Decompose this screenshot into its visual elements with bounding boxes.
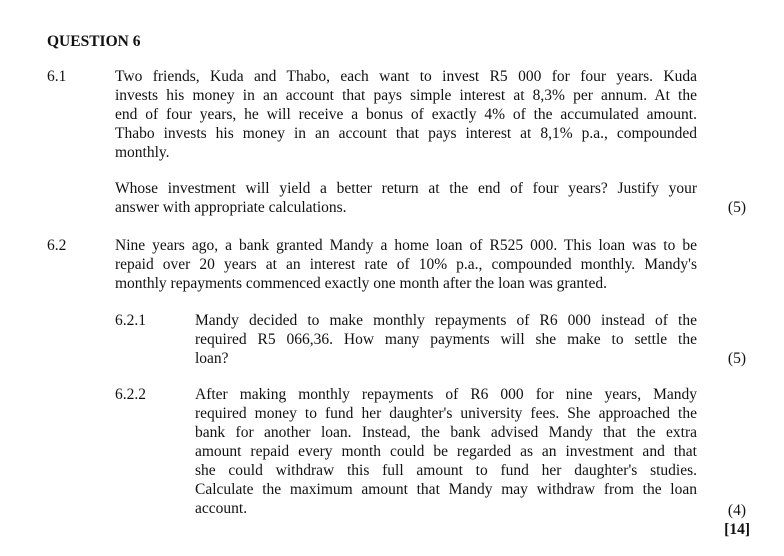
text-line: Two friends, Kuda and Thabo, each want t… <box>115 68 697 85</box>
question-6-1-paragraph: Two friends, Kuda and Thabo, each want t… <box>115 67 697 162</box>
question-6-2-2-text: After making monthly repayments of R6 00… <box>195 385 697 518</box>
text-line: Whose investment will yield a better ret… <box>115 180 697 197</box>
question-number-6-1: 6.1 <box>47 68 67 85</box>
text-line: required R5 066,36. How many payments wi… <box>195 331 697 348</box>
text-line: invests his money in an account that pay… <box>115 87 697 104</box>
marks-6-2-1: (5) <box>727 350 746 367</box>
question-6-1-prompt: Whose investment will yield a better ret… <box>115 179 697 217</box>
text-line: account. <box>195 500 248 517</box>
text-line: loan? <box>195 350 229 367</box>
question-number-6-2: 6.2 <box>47 237 67 254</box>
text-line: bank for another loan. Instead, the bank… <box>195 424 697 441</box>
text-line: After making monthly repayments of R6 00… <box>195 386 697 403</box>
total-marks: [14] <box>724 521 750 538</box>
marks-6-2-2: (4) <box>727 502 746 519</box>
text-line: amount repaid every month could be regar… <box>195 443 697 460</box>
text-line: monthly repayments commenced exactly one… <box>115 275 607 292</box>
question-title: QUESTION 6 <box>47 33 141 50</box>
text-line: repaid over 20 years at an interest rate… <box>115 256 697 273</box>
question-6-2-paragraph: Nine years ago, a bank granted Mandy a h… <box>115 236 697 293</box>
question-6-2-1-text: Mandy decided to make monthly repayments… <box>195 311 697 368</box>
question-number-6-2-2: 6.2.2 <box>115 386 146 403</box>
question-number-6-2-1: 6.2.1 <box>115 312 146 329</box>
text-line: answer with appropriate calculations. <box>115 199 347 216</box>
text-line: required money to fund her daughter's un… <box>195 405 697 422</box>
text-line: Mandy decided to make monthly repayments… <box>195 312 697 329</box>
text-line: monthly. <box>115 144 170 161</box>
marks-6-1: (5) <box>727 199 746 216</box>
text-line: Thabo invests his money in an account th… <box>115 125 697 142</box>
text-line: she could withdraw this full amount to f… <box>195 462 697 479</box>
text-line: end of four years, he will receive a bon… <box>115 106 697 123</box>
text-line: Calculate the maximum amount that Mandy … <box>195 481 697 498</box>
text-line: Nine years ago, a bank granted Mandy a h… <box>115 237 697 254</box>
